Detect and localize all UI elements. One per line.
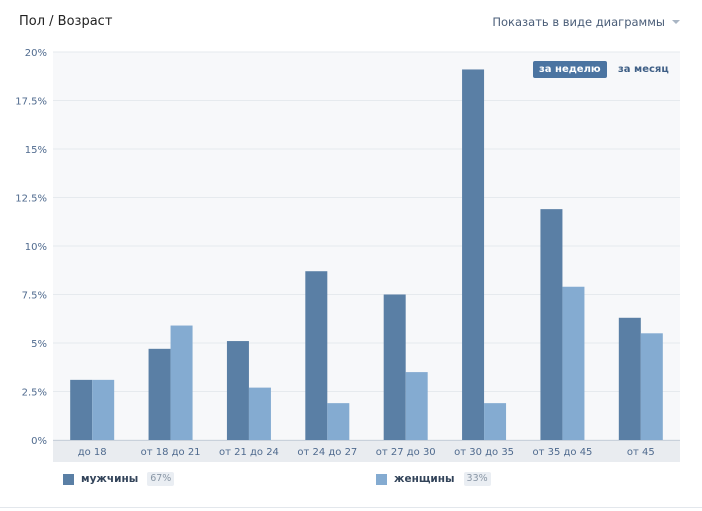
view-toggle-dropdown[interactable]: Показать в виде диаграммы — [492, 15, 680, 29]
legend-label-male: мужчины — [81, 473, 139, 485]
x-tick-label: от 18 до 21 — [141, 447, 201, 458]
x-tick-label: до 18 — [78, 447, 107, 458]
legend-label-female: женщины — [394, 473, 455, 485]
bar-male — [148, 348, 171, 440]
x-tick-label: от 35 до 45 — [532, 447, 592, 458]
bar-female — [562, 286, 585, 440]
y-tick-label: 17.5% — [15, 97, 47, 108]
bar-male — [226, 341, 249, 440]
bar-female — [170, 325, 193, 440]
bar-male — [305, 271, 328, 440]
x-tick-label: от 24 до 27 — [297, 447, 357, 458]
bar-male — [540, 209, 563, 440]
bar-male — [462, 69, 485, 441]
y-tick-label: 5% — [31, 339, 47, 350]
tab-month[interactable]: за месяц — [618, 64, 669, 75]
legend-item-male[interactable]: мужчины 67% — [63, 471, 175, 487]
bar-female — [248, 387, 271, 440]
bar-female — [405, 372, 428, 440]
legend-swatch-female — [376, 473, 387, 485]
bar-male — [70, 379, 93, 440]
divider — [0, 507, 702, 508]
bar-female — [484, 403, 507, 440]
x-tick-label: от 45 — [627, 447, 655, 458]
chevron-down-icon — [672, 20, 680, 24]
x-tick-label: от 27 до 30 — [376, 447, 436, 458]
legend-percent-male: 67% — [147, 472, 175, 486]
y-tick-label: 2.5% — [22, 388, 47, 399]
x-tick-label: от 30 до 35 — [454, 447, 514, 458]
bar-female — [92, 379, 115, 440]
x-axis-band — [53, 440, 680, 462]
bar-male — [383, 294, 406, 440]
x-tick-label: от 21 до 24 — [219, 447, 279, 458]
y-tick-label: 12.5% — [15, 194, 47, 205]
page-title: Пол / Возраст — [19, 14, 113, 29]
bar-chart: 0% 2.5% 5% 7.5% 10% 12.5% 15% 17.5% 20% до 18 от 1… — [15, 48, 680, 462]
tab-week[interactable]: за неделю — [533, 61, 607, 78]
bar-female — [327, 403, 350, 440]
bar-female — [640, 333, 663, 440]
legend-swatch-male — [63, 473, 74, 485]
bar-male — [618, 317, 641, 440]
legend-percent-female: 33% — [463, 472, 491, 486]
legend-item-female[interactable]: женщины 33% — [376, 471, 491, 487]
y-tick-label: 20% — [25, 48, 47, 59]
view-toggle-label: Показать в виде диаграммы — [492, 15, 665, 29]
y-tick-label: 10% — [25, 242, 47, 253]
y-tick-label: 0% — [31, 436, 47, 447]
y-tick-label: 15% — [25, 145, 47, 156]
y-tick-label: 7.5% — [22, 291, 47, 302]
